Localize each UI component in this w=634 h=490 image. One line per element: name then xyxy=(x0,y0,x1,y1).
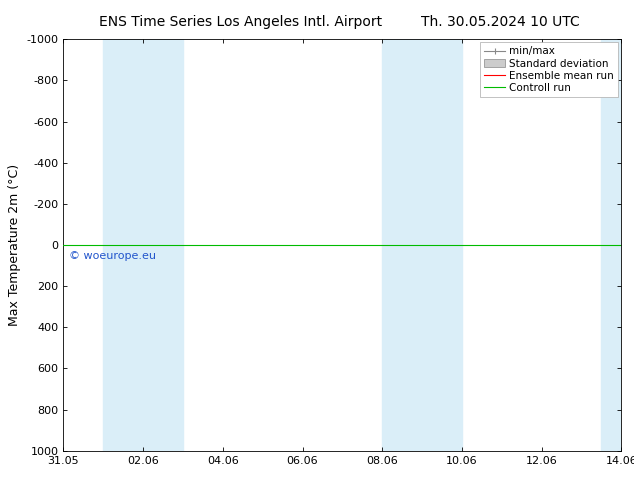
Legend: min/max, Standard deviation, Ensemble mean run, Controll run: min/max, Standard deviation, Ensemble me… xyxy=(480,42,618,97)
Text: ENS Time Series Los Angeles Intl. Airport: ENS Time Series Los Angeles Intl. Airpor… xyxy=(100,15,382,29)
Bar xyxy=(103,39,183,451)
Y-axis label: Max Temperature 2m (°C): Max Temperature 2m (°C) xyxy=(8,164,21,326)
Bar xyxy=(602,39,621,451)
Text: © woeurope.eu: © woeurope.eu xyxy=(69,251,156,261)
Bar xyxy=(382,39,462,451)
Text: Th. 30.05.2024 10 UTC: Th. 30.05.2024 10 UTC xyxy=(422,15,580,29)
